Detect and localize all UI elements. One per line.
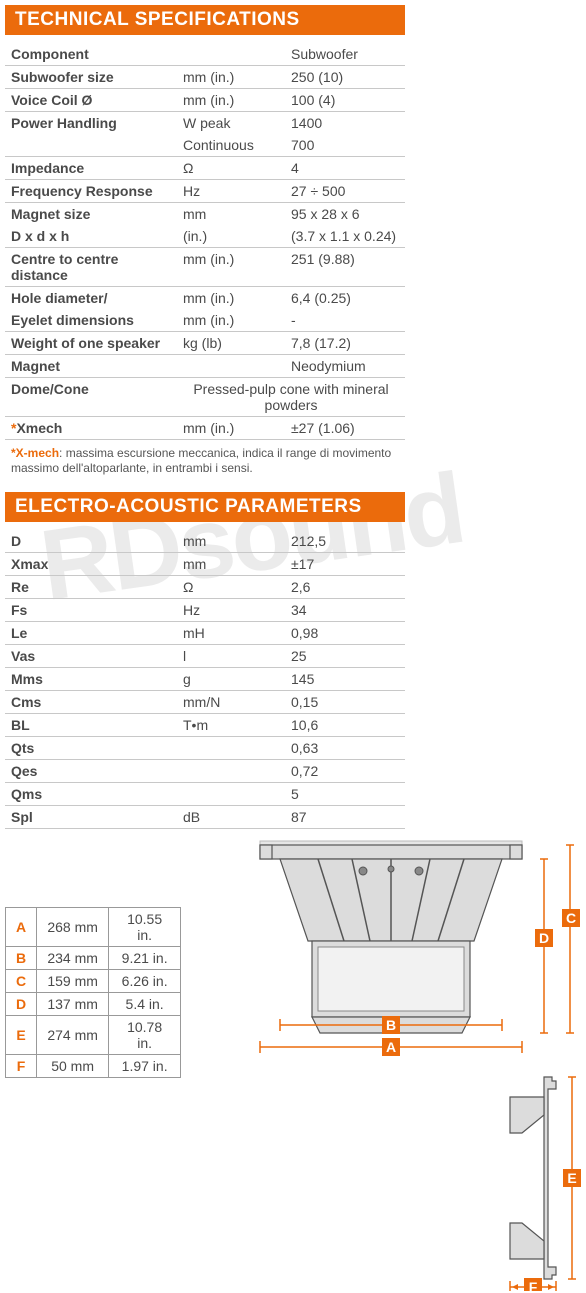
- svg-text:A: A: [386, 1039, 396, 1055]
- footnote-label: *X-mech: [11, 446, 59, 460]
- table-row: E274 mm10.78 in.: [6, 1016, 181, 1055]
- table-row: Vasl25: [5, 645, 405, 668]
- dimension-table: A268 mm10.55 in.B234 mm9.21 in.C159 mm6.…: [5, 907, 181, 1078]
- table-row: ComponentSubwoofer: [5, 43, 405, 66]
- table-row: Magnet sizemm95 x 28 x 6: [5, 203, 405, 226]
- table-row: Mmsg145: [5, 668, 405, 691]
- table-row: Qts0,63: [5, 737, 405, 760]
- table-row: A268 mm10.55 in.: [6, 908, 181, 947]
- electro-header: ELECTRO-ACOUSTIC PARAMETERS: [5, 492, 405, 522]
- tech-spec-table: ComponentSubwooferSubwoofer sizemm (in.)…: [5, 43, 405, 440]
- speaker-front-diagram: C D B: [248, 833, 586, 1063]
- footnote: *X-mech: massima escursione meccanica, i…: [5, 444, 405, 492]
- table-row: MagnetNeodymium: [5, 355, 405, 378]
- table-row: C159 mm6.26 in.: [6, 970, 181, 993]
- table-row: Centre to centre distancemm (in.)251 (9.…: [5, 248, 405, 287]
- tech-spec-header: TECHNICAL SPECIFICATIONS: [5, 5, 405, 35]
- table-row: ImpedanceΩ4: [5, 157, 405, 180]
- table-row: LemH0,98: [5, 622, 405, 645]
- table-row: Hole diameter/mm (in.)6,4 (0.25): [5, 287, 405, 310]
- table-row: Frequency ResponseHz27 ÷ 500: [5, 180, 405, 203]
- table-row: *Xmechmm (in.)±27 (1.06): [5, 417, 405, 440]
- table-row: D x d x h(in.)(3.7 x 1.1 x 0.24): [5, 225, 405, 248]
- table-row: Dome/ConePressed-pulp cone with mineral …: [5, 378, 405, 417]
- table-row: ReΩ2,6: [5, 576, 405, 599]
- table-row: Voice Coil Ømm (in.)100 (4): [5, 89, 405, 112]
- table-row: Xmaxmm±17: [5, 553, 405, 576]
- table-row: Qms5: [5, 783, 405, 806]
- svg-text:B: B: [386, 1017, 396, 1033]
- footnote-text: : massima escursione meccanica, indica i…: [11, 446, 391, 475]
- table-row: Cmsmm/N0,15: [5, 691, 405, 714]
- svg-text:F: F: [529, 1279, 538, 1291]
- table-row: Dmm212,5: [5, 530, 405, 553]
- table-row: Eyelet dimensionsmm (in.)-: [5, 309, 405, 332]
- electro-table: Dmm212,5Xmaxmm±17ReΩ2,6FsHz34LemH0,98Vas…: [5, 530, 405, 829]
- svg-text:C: C: [566, 910, 576, 926]
- table-row: B234 mm9.21 in.: [6, 947, 181, 970]
- table-row: Continuous700: [5, 134, 405, 157]
- table-row: F50 mm1.97 in.: [6, 1055, 181, 1078]
- table-row: D137 mm5.4 in.: [6, 993, 181, 1016]
- table-row: FsHz34: [5, 599, 405, 622]
- table-row: SpldB87: [5, 806, 405, 829]
- table-row: Weight of one speakerkg (lb)7,8 (17.2): [5, 332, 405, 355]
- svg-text:D: D: [539, 930, 549, 946]
- table-row: Subwoofer sizemm (in.)250 (10): [5, 66, 405, 89]
- speaker-side-diagram: E F: [508, 1071, 586, 1291]
- table-row: Power HandlingW peak1400: [5, 112, 405, 135]
- table-row: Qes0,72: [5, 760, 405, 783]
- table-row: BLT•m10,6: [5, 714, 405, 737]
- svg-text:E: E: [567, 1170, 576, 1186]
